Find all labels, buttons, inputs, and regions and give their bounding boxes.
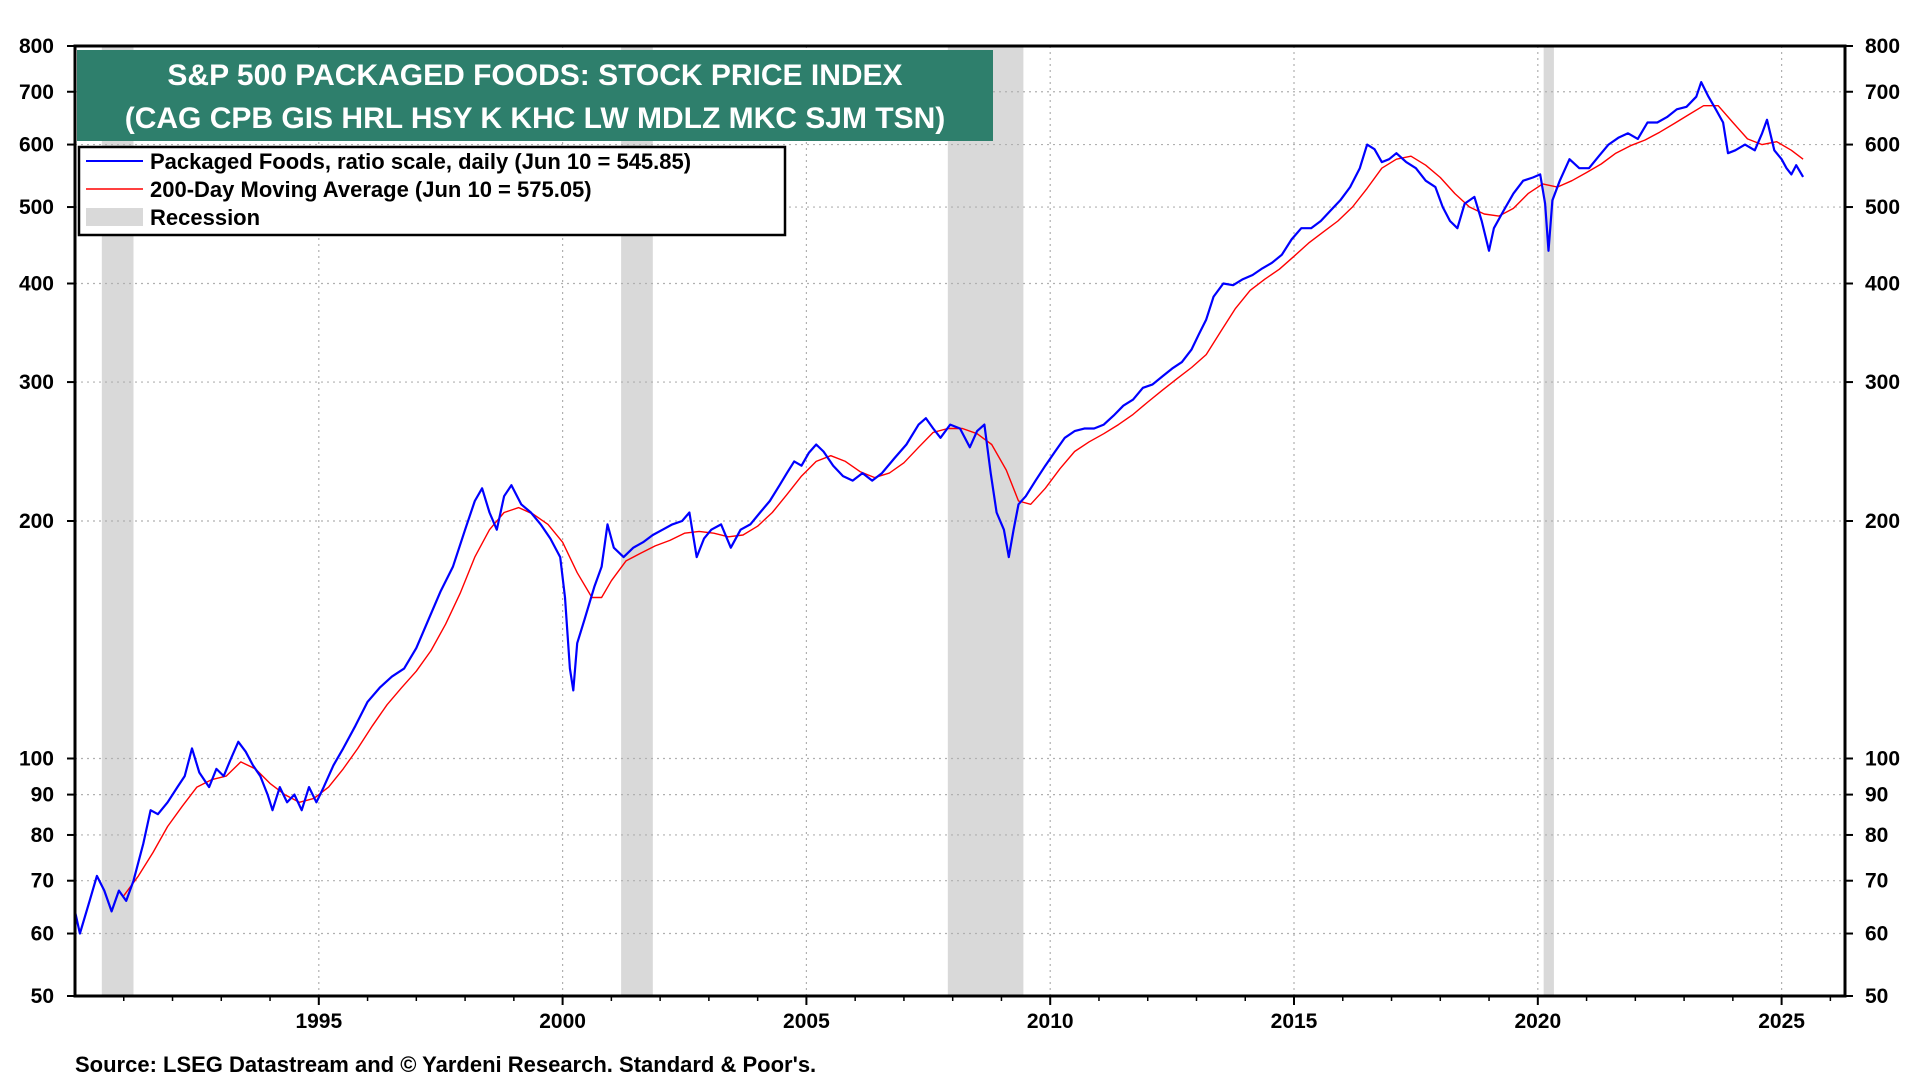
title-box: S&P 500 PACKAGED FOODS: STOCK PRICE INDE…: [77, 50, 993, 141]
x-tick-label-1995: 1995: [295, 1010, 342, 1033]
y-tick-label-left-90: 90: [31, 784, 54, 807]
x-tick-label-2000: 2000: [539, 1010, 586, 1033]
y-axis-right: 50 60 70 80 90 100 200 300 400 500 600 700 800: [1845, 35, 1900, 1008]
series-line-moving-average: [123, 105, 1804, 897]
chart-subtitle: (CAG CPB GIS HRL HSY K KHC LW MDLZ MKC S…: [125, 102, 946, 135]
series-line-packaged-foods: [73, 81, 1805, 935]
y-tick-label-left-500: 500: [19, 196, 54, 219]
legend-label-moving-average: 200-Day Moving Average (Jun 10 = 575.05): [150, 177, 592, 202]
y-tick-label-left-60: 60: [31, 923, 54, 946]
legend-swatch-recession: [86, 208, 143, 226]
y-tick-label-right-300: 300: [1865, 371, 1900, 394]
y-tick-label-left-800: 800: [19, 35, 54, 58]
title-background: [77, 50, 993, 141]
y-tick-label-right-500: 500: [1865, 196, 1900, 219]
x-tick-label-2010: 2010: [1027, 1010, 1074, 1033]
legend-label-recession: Recession: [150, 205, 260, 230]
y-axis-left: 50 60 70 80 90 100 200 300 400 500 600 700 800: [19, 35, 75, 1008]
y-tick-label-left-100: 100: [19, 748, 54, 771]
x-axis: 1995 2000 2005 2010 2015 2020 2025: [123, 996, 1832, 1033]
y-tick-label-right-50: 50: [1865, 985, 1888, 1008]
y-tick-label-left-400: 400: [19, 273, 54, 296]
recession-band-4: [1543, 46, 1554, 996]
source-note: Source: LSEG Datastream and © Yardeni Re…: [75, 1052, 816, 1077]
y-tick-label-left-80: 80: [31, 824, 54, 847]
legend-label-packaged-foods: Packaged Foods, ratio scale, daily (Jun …: [150, 149, 691, 174]
legend: Packaged Foods, ratio scale, daily (Jun …: [77, 145, 787, 237]
chart-title: S&P 500 PACKAGED FOODS: STOCK PRICE INDE…: [167, 59, 902, 92]
y-tick-label-left-70: 70: [31, 870, 54, 893]
y-tick-label-left-300: 300: [19, 371, 54, 394]
y-tick-label-right-60: 60: [1865, 923, 1888, 946]
x-tick-label-2025: 2025: [1758, 1010, 1805, 1033]
y-tick-label-left-700: 700: [19, 81, 54, 104]
y-tick-label-left-50: 50: [31, 985, 54, 1008]
y-tick-label-left-600: 600: [19, 134, 54, 157]
y-tick-label-right-90: 90: [1865, 784, 1888, 807]
y-tick-label-right-800: 800: [1865, 35, 1900, 58]
y-tick-label-right-700: 700: [1865, 81, 1900, 104]
y-tick-label-right-70: 70: [1865, 870, 1888, 893]
x-tick-label-2005: 2005: [783, 1010, 830, 1033]
x-tick-label-2015: 2015: [1271, 1010, 1318, 1033]
y-tick-label-right-400: 400: [1865, 273, 1900, 296]
recession-band-3: [947, 46, 1024, 996]
series-lines: [73, 81, 1805, 935]
y-tick-label-right-100: 100: [1865, 748, 1900, 771]
legend-box: [77, 145, 787, 237]
y-tick-label-right-200: 200: [1865, 510, 1900, 533]
y-tick-label-right-80: 80: [1865, 824, 1888, 847]
x-tick-label-2020: 2020: [1514, 1010, 1561, 1033]
y-tick-label-right-600: 600: [1865, 134, 1900, 157]
y-tick-label-left-200: 200: [19, 510, 54, 533]
